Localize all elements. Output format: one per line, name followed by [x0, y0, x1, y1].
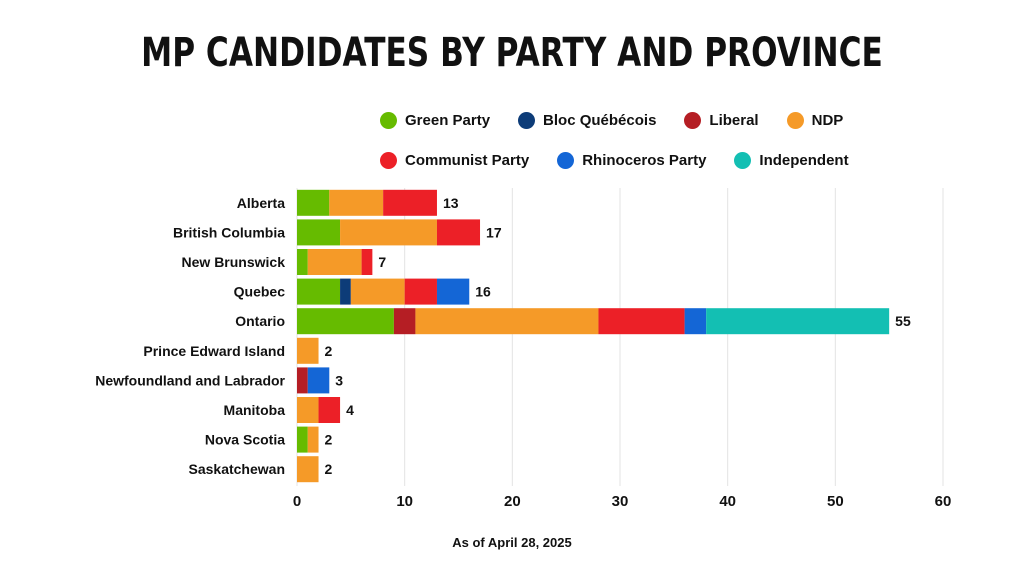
category-label: Ontario: [235, 313, 285, 329]
bar-segment: [415, 308, 599, 335]
legend-label: Green Party: [405, 111, 491, 129]
legend-item: Bloc Québécois: [518, 111, 657, 129]
bar-segment: [297, 367, 308, 394]
bar-segment: [684, 308, 707, 335]
category-label: New Brunswick: [182, 254, 286, 270]
bar-segment: [297, 308, 394, 335]
legend-item: Green Party: [380, 111, 491, 129]
bar-segment: [297, 456, 319, 483]
x-tick-label: 30: [612, 493, 629, 510]
legend-row: Green Party Bloc Québécois Liberal NDP: [380, 110, 940, 130]
bar-segment: [297, 426, 308, 453]
legend-swatch: [734, 151, 752, 169]
x-tick-label: 0: [293, 493, 301, 510]
legend-swatch: [684, 111, 702, 129]
bar-segment: [297, 189, 330, 216]
bar-segment: [436, 219, 481, 246]
bar-segment: [307, 367, 330, 394]
bar-segment: [297, 397, 319, 423]
x-tick-label: 20: [504, 493, 521, 510]
data-label: 3: [335, 372, 343, 388]
chart-title: MP CANDIDATES BY PARTY AND PROVINCE: [141, 30, 883, 76]
bar-segment: [297, 337, 319, 364]
legend-label: Independent: [759, 151, 849, 169]
legend-label: Liberal: [709, 111, 759, 129]
category-label: Saskatchewan: [189, 461, 286, 477]
legend-item: Rhinoceros Party: [557, 151, 707, 169]
category-label: Newfoundland and Labrador: [95, 372, 285, 388]
data-label: 7: [378, 254, 386, 270]
legend-swatch: [786, 111, 804, 129]
data-label: 55: [895, 313, 911, 329]
chart-legend: Green Party Bloc Québécois Liberal NDP Commu…: [380, 110, 940, 190]
legend-label: Rhinoceros Party: [582, 151, 707, 169]
bar-segment: [361, 249, 373, 275]
x-tick-label: 10: [396, 493, 413, 510]
data-label: 4: [346, 402, 354, 418]
data-label: 13: [443, 195, 459, 211]
legend-item: NDP: [786, 111, 844, 129]
legend-label: NDP: [811, 111, 844, 129]
data-label: 2: [325, 343, 333, 359]
category-label: Nova Scotia: [205, 432, 285, 448]
legend-item: Communist Party: [380, 151, 530, 169]
data-label: 16: [475, 284, 491, 300]
bar-segment: [307, 426, 319, 453]
bar-segment: [706, 308, 890, 335]
bar-segment: [297, 278, 341, 305]
category-label: Quebec: [234, 284, 286, 300]
x-tick-label: 50: [827, 493, 844, 510]
bar-segment: [340, 278, 351, 305]
legend-swatch: [557, 151, 575, 169]
data-label: 17: [486, 224, 502, 240]
bar-segment: [404, 278, 437, 305]
category-label: British Columbia: [173, 224, 285, 240]
legend-swatch: [380, 151, 397, 169]
bar-segment: [297, 219, 341, 246]
legend-row: Communist Party Rhinoceros Party Independe…: [380, 150, 940, 170]
category-label: Prince Edward Island: [143, 343, 285, 359]
legend-item: Liberal: [684, 111, 759, 129]
legend-label: Communist Party: [405, 151, 530, 169]
legend-item: Independent: [734, 151, 849, 169]
bar-segment: [383, 189, 437, 216]
bar-segment: [598, 308, 685, 335]
legend-label: Bloc Québécois: [543, 111, 657, 129]
category-label: Manitoba: [224, 402, 286, 418]
bar-segment: [340, 219, 437, 246]
bar-segment: [307, 249, 362, 275]
legend-swatch: [518, 111, 536, 129]
x-tick-label: 60: [935, 493, 952, 510]
bar-segment: [318, 397, 341, 423]
bar-segment: [350, 278, 405, 305]
bar-segment: [436, 278, 470, 305]
bar-segment: [393, 308, 416, 335]
footnote: As of April 28, 2025: [452, 535, 572, 550]
category-label: Alberta: [237, 195, 285, 211]
x-tick-label: 40: [719, 493, 736, 510]
legend-swatch: [380, 111, 397, 129]
data-label: 2: [325, 432, 333, 448]
data-label: 2: [325, 461, 333, 477]
bar-segment: [297, 249, 308, 275]
bar-segment: [329, 189, 384, 216]
